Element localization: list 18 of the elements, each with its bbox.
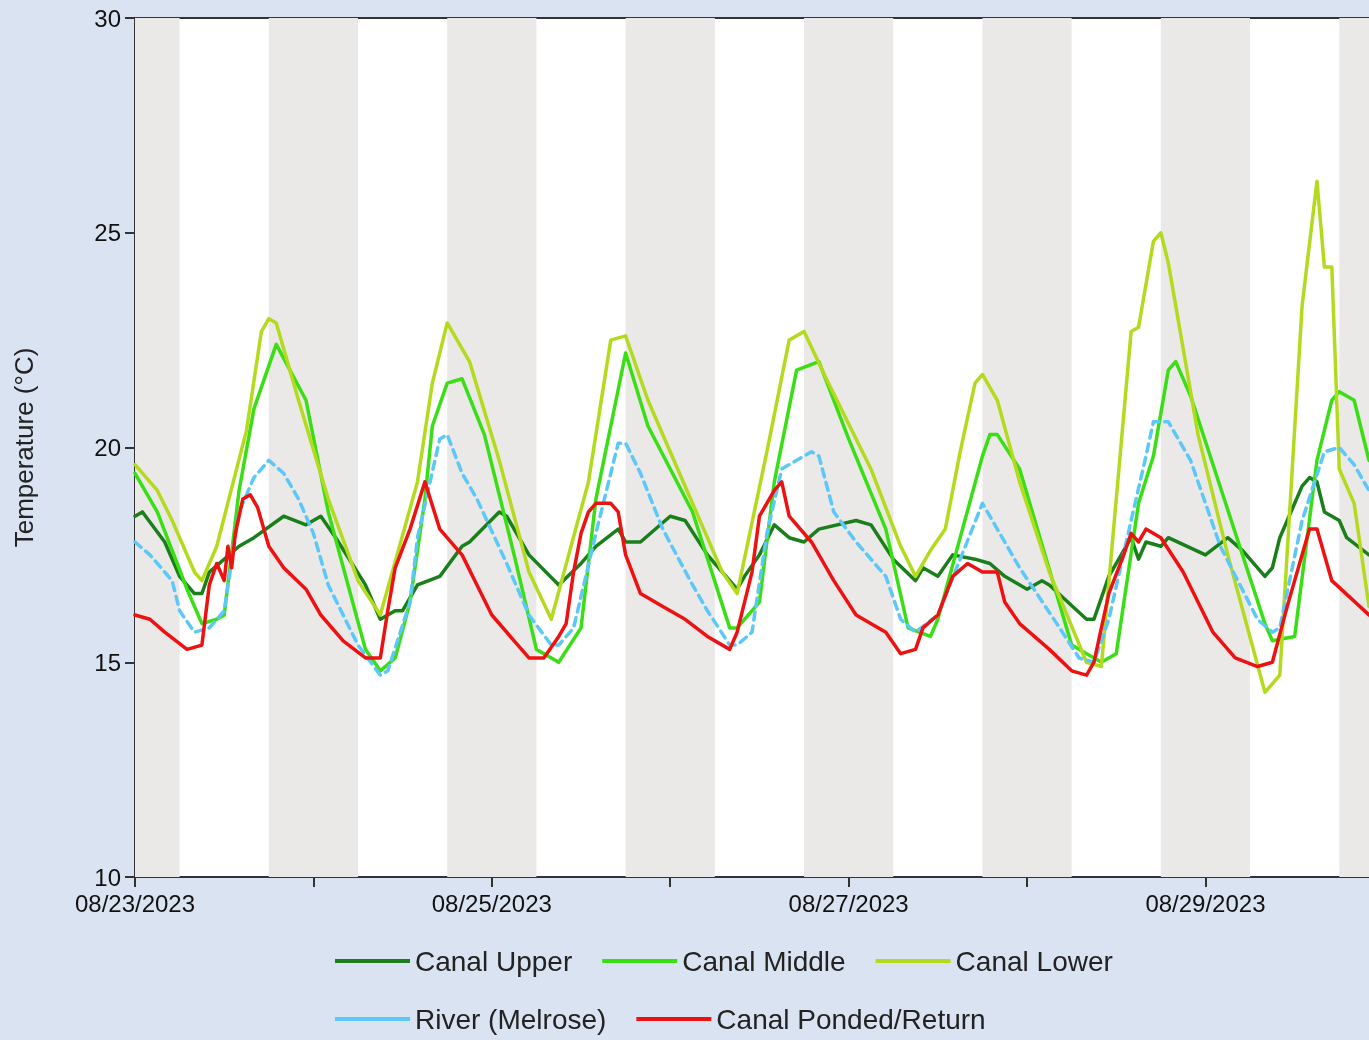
- y-tick-label: 10: [94, 863, 121, 891]
- y-tick-label: 30: [94, 4, 121, 32]
- line-series: [133, 480, 1369, 677]
- legend-label: Canal Upper: [415, 945, 573, 977]
- x-tick-label: 08/27/2023: [788, 889, 909, 917]
- x-tick-label: 08/29/2023: [1145, 889, 1266, 917]
- legend-label: Canal Middle: [682, 945, 846, 977]
- x-tick-label: 08/23/2023: [74, 889, 196, 917]
- y-tick-label: 25: [94, 219, 121, 247]
- y-axis-title: Temperature (°C): [9, 347, 39, 548]
- x-tick-label: 08/25/2023: [431, 889, 552, 917]
- line-series: [133, 419, 1369, 677]
- y-tick-label: 15: [94, 648, 121, 676]
- legend-label: River (Melrose): [415, 1003, 607, 1035]
- line-series: [133, 179, 1369, 695]
- legend-label: Canal Ponded/Return: [716, 1003, 986, 1035]
- y-tick-label: 20: [94, 434, 121, 461]
- legend-label: Canal Lower: [955, 945, 1113, 977]
